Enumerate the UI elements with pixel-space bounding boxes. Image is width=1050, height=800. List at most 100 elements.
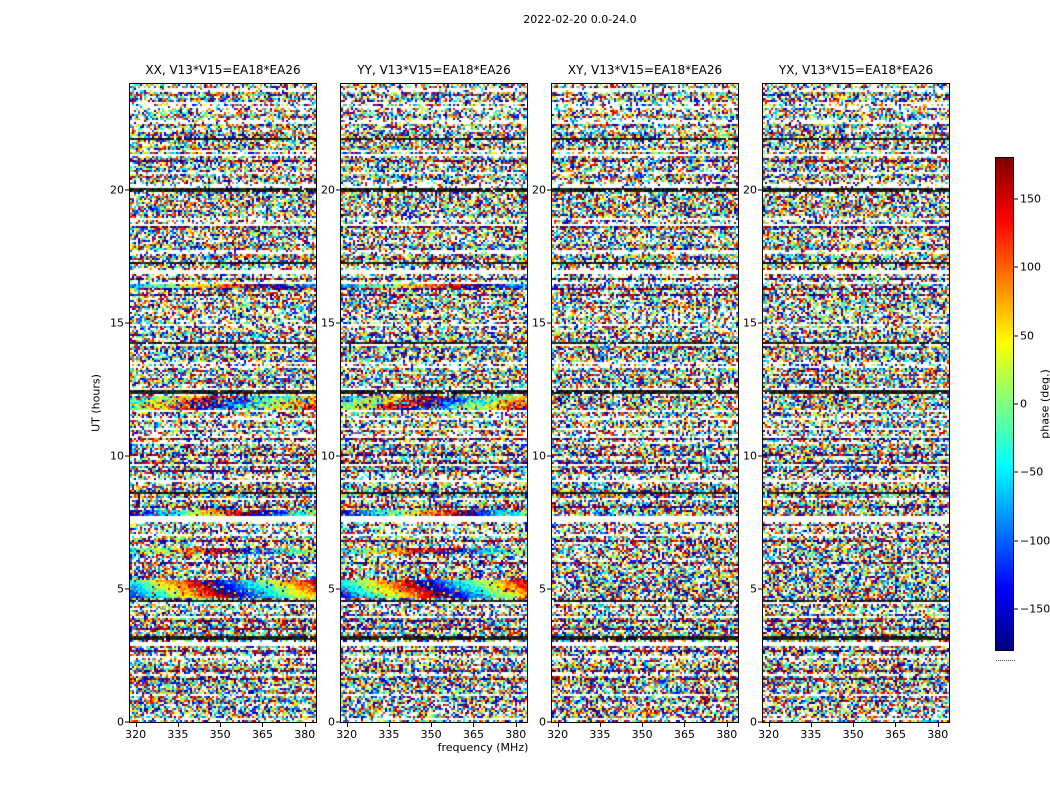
x-axis-label: frequency (MHz) [437, 741, 529, 754]
y-tick-label: 15 [743, 316, 757, 330]
colorbar-tick-mark [1014, 335, 1018, 337]
x-tick-mark [177, 723, 179, 727]
panel-yx: YX, V13*V15=EA18*EA26 [762, 63, 950, 723]
x-tick-label: 350 [631, 728, 653, 741]
y-tick-label: 0 [539, 715, 546, 729]
y-tick-mark [547, 455, 551, 457]
x-tick-mark [431, 723, 433, 727]
colorbar-extend-dotted [996, 660, 1015, 661]
colorbar-tick-mark [1014, 471, 1018, 473]
colorbar-tick-mark [1014, 198, 1018, 200]
x-tick-label: 380 [505, 728, 527, 741]
y-tick-label: 15 [532, 316, 546, 330]
y-tick-mark [336, 455, 340, 457]
x-tick-mark [220, 723, 222, 727]
y-tick-mark [336, 189, 340, 191]
x-tick-label: 335 [589, 728, 611, 741]
colorbar-tick-mark [1014, 266, 1018, 268]
y-tick-label: 5 [328, 582, 335, 596]
panel-yy: YY, V13*V15=EA18*EA26 [340, 63, 528, 723]
x-tick-mark [346, 723, 348, 727]
x-tick-label: 365 [251, 728, 273, 741]
x-tick-label: 320 [125, 728, 147, 741]
x-tick-label: 365 [673, 728, 695, 741]
heatmap-canvas-xx [129, 83, 317, 723]
y-tick-label: 0 [328, 715, 335, 729]
x-tick-mark [642, 723, 644, 727]
y-tick-label: 15 [321, 316, 335, 330]
panel-xx: XX, V13*V15=EA18*EA26 [129, 63, 317, 723]
y-tick-label: 10 [743, 449, 757, 463]
y-tick-mark [336, 588, 340, 590]
y-tick-label: 10 [110, 449, 124, 463]
y-tick-mark [547, 189, 551, 191]
y-tick-mark [125, 189, 129, 191]
y-tick-label: 15 [110, 316, 124, 330]
y-tick-mark [125, 322, 129, 324]
x-tick-label: 380 [716, 728, 738, 741]
x-tick-mark [768, 723, 770, 727]
y-tick-label: 5 [750, 582, 757, 596]
x-tick-label: 365 [884, 728, 906, 741]
y-tick-label: 10 [321, 449, 335, 463]
y-tick-mark [547, 588, 551, 590]
x-tick-label: 350 [420, 728, 442, 741]
y-tick-mark [336, 721, 340, 723]
panel-title-yx: YX, V13*V15=EA18*EA26 [778, 63, 934, 77]
x-tick-mark [304, 723, 306, 727]
y-tick-mark [336, 322, 340, 324]
x-tick-mark [557, 723, 559, 727]
x-tick-label: 320 [547, 728, 569, 741]
y-tick-label: 10 [532, 449, 546, 463]
y-tick-mark [125, 721, 129, 723]
y-tick-mark [758, 721, 762, 723]
x-tick-label: 320 [758, 728, 780, 741]
heatmap-canvas-yy [340, 83, 528, 723]
colorbar-tick-label: −100 [1020, 534, 1050, 548]
y-tick-mark [758, 588, 762, 590]
heatmap-canvas-yx [762, 83, 950, 723]
y-tick-label: 20 [110, 183, 124, 197]
x-tick-label: 380 [927, 728, 949, 741]
x-tick-label: 365 [462, 728, 484, 741]
x-tick-label: 320 [336, 728, 358, 741]
y-tick-mark [758, 189, 762, 191]
colorbar-tick-mark [1014, 540, 1018, 542]
x-tick-label: 335 [378, 728, 400, 741]
x-tick-mark [684, 723, 686, 727]
colorbar-tick-label: 0 [1020, 397, 1027, 411]
x-tick-mark [262, 723, 264, 727]
y-tick-label: 0 [750, 715, 757, 729]
colorbar-tick-label: 50 [1020, 329, 1034, 343]
colorbar-label: phase (deg.) [1038, 369, 1050, 439]
y-axis-label: UT (hours) [89, 374, 103, 432]
x-tick-mark [135, 723, 137, 727]
x-tick-label: 380 [294, 728, 316, 741]
x-tick-mark [388, 723, 390, 727]
y-tick-label: 0 [117, 715, 124, 729]
colorbar-tick-label: −50 [1020, 465, 1044, 479]
x-tick-mark [515, 723, 517, 727]
x-tick-label: 335 [800, 728, 822, 741]
x-tick-mark [895, 723, 897, 727]
y-tick-mark [547, 721, 551, 723]
y-tick-mark [547, 322, 551, 324]
x-tick-label: 350 [842, 728, 864, 741]
x-tick-mark [473, 723, 475, 727]
panel-title-xy: XY, V13*V15=EA18*EA26 [567, 63, 723, 77]
y-tick-mark [125, 588, 129, 590]
y-tick-label: 5 [117, 582, 124, 596]
y-tick-label: 20 [532, 183, 546, 197]
y-tick-label: 20 [743, 183, 757, 197]
colorbar-tick-label: 150 [1020, 192, 1041, 206]
panel-xy: XY, V13*V15=EA18*EA26 [551, 63, 739, 723]
x-tick-mark [937, 723, 939, 727]
colorbar-tick-label: 100 [1020, 260, 1041, 274]
x-tick-mark [853, 723, 855, 727]
x-tick-mark [810, 723, 812, 727]
x-tick-mark [599, 723, 601, 727]
heatmap-canvas-xy [551, 83, 739, 723]
colorbar-tick-mark [1014, 608, 1018, 610]
y-tick-label: 5 [539, 582, 546, 596]
